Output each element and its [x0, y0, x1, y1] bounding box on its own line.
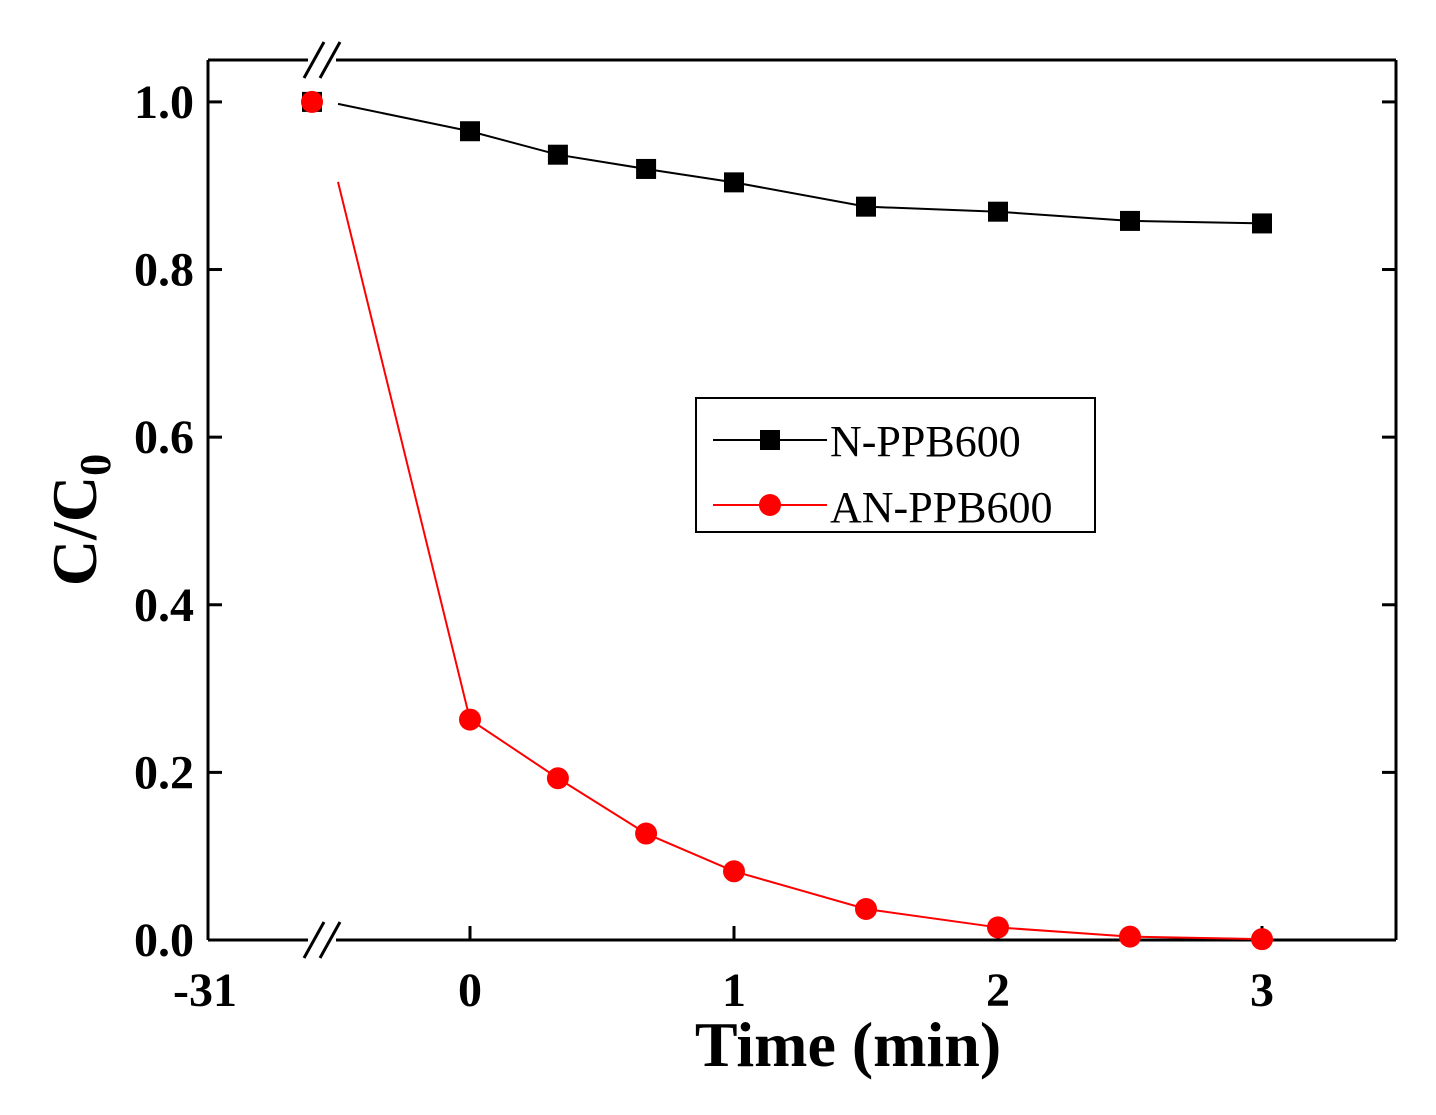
data-point-an-ppb600: [855, 897, 877, 920]
svg-text:C/C0: C/C0: [39, 454, 120, 586]
y-axis-title-main: C/C: [39, 476, 110, 586]
legend: N-PPB600 AN-PPB600: [695, 397, 1096, 533]
legend-label-an-ppb600: AN-PPB600: [830, 483, 1053, 532]
data-point-n-ppb600: [547, 144, 568, 165]
legend-label-n-ppb600: N-PPB600: [830, 417, 1021, 466]
data-point-n-ppb600: [856, 196, 876, 217]
series-line-an-ppb600: [337, 181, 1263, 941]
data-point-an-ppb600: [301, 90, 323, 113]
data-point-n-ppb600: [636, 158, 657, 179]
break-slash-top-0: [302, 41, 326, 79]
y-tick-label: 0.6: [134, 411, 194, 464]
x-axis-ticks: -31 0 1 2 3: [173, 926, 1274, 1017]
data-point-an-ppb600: [1251, 928, 1273, 951]
x-tick-label: 1: [722, 964, 746, 1017]
plot-frame: [206, 58, 1398, 942]
data-point-an-ppb600: [1119, 925, 1141, 948]
data-point-n-ppb600: [1120, 210, 1140, 231]
x-tick-label: 0: [458, 964, 482, 1017]
y-tick-label: 0.2: [134, 746, 194, 799]
legend-marker-an-ppb600: [759, 494, 781, 516]
break-slash-bottom-1: [318, 921, 342, 959]
data-point-an-ppb600: [459, 708, 481, 731]
data-point-an-ppb600: [723, 860, 745, 883]
y-tick-label: 0.0: [134, 914, 194, 967]
x-axis-title: Time (min): [695, 1009, 1001, 1080]
data-point-an-ppb600: [987, 916, 1009, 939]
legend-marker-n-ppb600: [760, 430, 780, 450]
y-tick-label: 1.0: [134, 76, 194, 129]
x-tick-label: 2: [986, 964, 1010, 1017]
data-point-n-ppb600: [460, 121, 480, 142]
x-tick-label-break: -31: [173, 964, 237, 1017]
data-point-n-ppb600: [988, 201, 1008, 222]
y-axis-ticks: 0.0 0.2 0.4 0.6 0.8 1.0: [134, 76, 1396, 967]
y-axis-title: C/C0: [39, 454, 120, 586]
series-markers: [301, 90, 1273, 951]
data-point-n-ppb600: [1252, 213, 1272, 234]
break-slash-top-1: [318, 41, 342, 79]
y-tick-label: 0.8: [134, 244, 194, 297]
x-tick-label: 3: [1250, 964, 1274, 1017]
y-tick-label: 0.4: [134, 579, 194, 632]
axis-break-marks: [302, 41, 342, 959]
y-axis-title-subscript: 0: [71, 454, 120, 476]
break-slash-bottom-0: [302, 921, 326, 959]
data-point-an-ppb600: [546, 767, 569, 790]
data-point-n-ppb600: [724, 172, 744, 193]
data-point-an-ppb600: [635, 822, 658, 845]
